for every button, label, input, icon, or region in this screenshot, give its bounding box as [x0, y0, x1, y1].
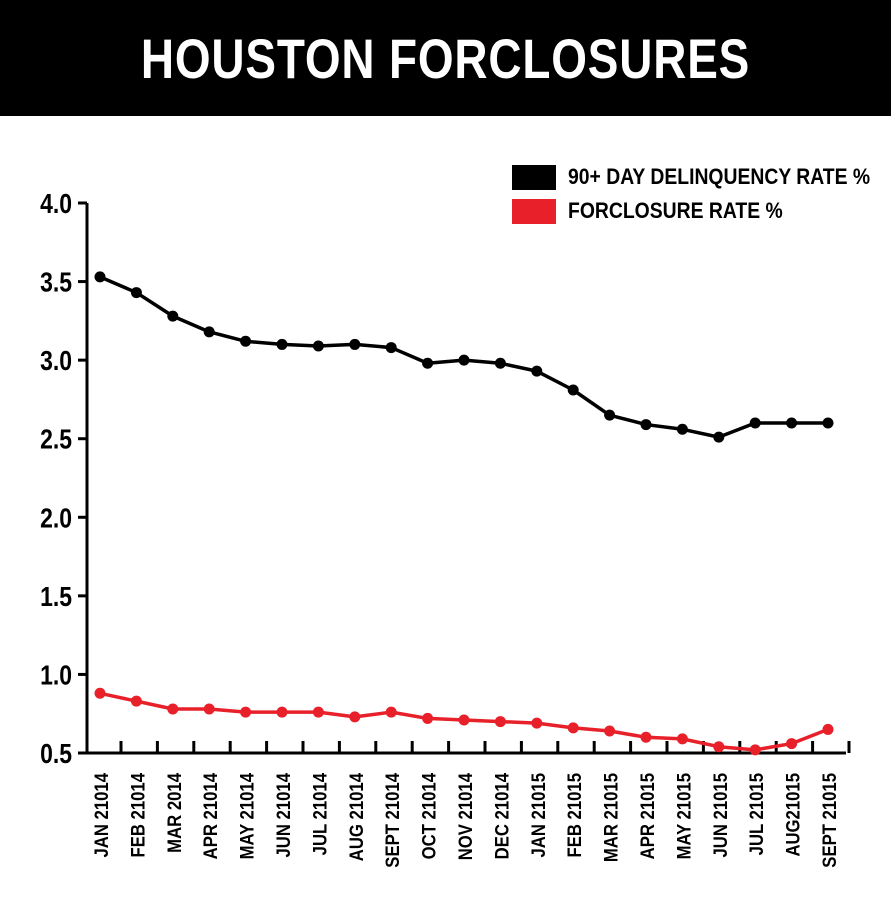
x-tick-label: SEPT 21015 [819, 773, 840, 868]
delinquency-data-point [385, 342, 397, 354]
delinquency-data-point [167, 310, 179, 322]
delinquency-data-point [531, 365, 543, 377]
delinquency-data-point [130, 287, 142, 299]
y-tick-label: 1.5 [40, 582, 72, 613]
x-tick-label: JUL 21015 [746, 773, 767, 855]
delinquency-data-point [458, 354, 470, 366]
legend-swatch-foreclosure [512, 198, 556, 224]
x-tick-label: OCT 21014 [419, 773, 440, 859]
delinquency-data-point [676, 423, 688, 435]
x-tick-label: SEPT 21014 [382, 773, 403, 868]
foreclosure-data-point [349, 711, 361, 723]
foreclosure-data-point [713, 741, 725, 753]
x-tick-label: APR 21015 [637, 773, 658, 859]
foreclosure-data-point [167, 703, 179, 715]
y-tick-label: 0.5 [40, 739, 72, 770]
delinquency-data-point [276, 338, 288, 350]
foreclosure-data-point [640, 731, 652, 743]
y-tick-label: 2.5 [40, 425, 72, 456]
x-tick-label: AUG 21014 [346, 773, 367, 861]
foreclosure-data-point [130, 695, 142, 707]
delinquency-data-point [713, 431, 725, 443]
legend-item-foreclosure: FORCLOSURE RATE % [512, 194, 891, 228]
delinquency-data-point [494, 357, 506, 369]
delinquency-data-point [640, 419, 652, 431]
x-tick-label: NOV 21014 [455, 773, 476, 860]
foreclosure-data-point [422, 712, 434, 724]
x-tick-label: JAN 21014 [91, 773, 112, 858]
delinquency-data-point [240, 335, 252, 347]
x-tick-label: MAY 21015 [673, 773, 694, 859]
y-tick-label: 2.0 [40, 503, 72, 534]
legend-swatch-delinquency [512, 164, 556, 190]
delinquency-data-point [422, 357, 434, 369]
delinquency-data-point [786, 417, 798, 429]
foreclosure-data-point [458, 714, 470, 726]
foreclosure-data-point [385, 706, 397, 718]
foreclosure-data-point [567, 722, 579, 734]
foreclosure-data-point [786, 738, 798, 750]
foreclosure-data-point [312, 706, 324, 718]
x-tick-label: JAN 21015 [528, 773, 549, 858]
x-tick-label: FEB 21014 [127, 773, 148, 858]
x-tick-label: JUN 21014 [273, 773, 294, 858]
foreclosure-data-point [94, 687, 106, 699]
delinquency-data-point [604, 409, 616, 421]
foreclosure-data-point [676, 733, 688, 745]
delinquency-data-point [749, 417, 761, 429]
delinquency-data-point [312, 340, 324, 352]
x-tick-label: FEB 21015 [564, 773, 585, 858]
x-tick-label: MAY 21014 [237, 773, 258, 859]
y-tick-label: 4.0 [40, 189, 72, 220]
legend-label-delinquency: 90+ DAY DELINQUENCY RATE % [568, 164, 871, 189]
x-tick-label: JUN 21015 [710, 773, 731, 858]
x-tick-label: DEC 21014 [491, 773, 512, 859]
x-tick-label: JUL 21014 [309, 773, 330, 855]
y-tick-label: 3.5 [40, 268, 72, 299]
y-tick-label: 3.0 [40, 346, 72, 377]
x-tick-label: MAR 2014 [164, 773, 185, 853]
x-tick-label: MAR 21015 [601, 773, 622, 862]
delinquency-data-point [349, 338, 361, 350]
x-tick-label: APR 21014 [200, 773, 221, 859]
foreclosure-data-point [203, 703, 215, 715]
y-tick-label: 1.0 [40, 660, 72, 691]
delinquency-data-point [203, 326, 215, 338]
foreclosure-data-point [822, 723, 834, 735]
delinquency-data-point [822, 417, 834, 429]
legend-label-foreclosure: FORCLOSURE RATE % [568, 198, 783, 223]
chart-title: HOUSTON FORCLOSURES [140, 26, 751, 90]
legend: 90+ DAY DELINQUENCY RATE % FORCLOSURE RA… [512, 160, 891, 228]
title-bar [0, 0, 891, 116]
foreclosure-data-point [749, 744, 761, 756]
delinquency-data-point [94, 271, 106, 283]
delinquency-data-point [567, 384, 579, 396]
foreclosure-data-point [494, 716, 506, 728]
foreclosure-data-point [240, 706, 252, 718]
legend-item-delinquency: 90+ DAY DELINQUENCY RATE % [512, 160, 891, 194]
foreclosure-data-point [276, 706, 288, 718]
foreclosure-data-point [604, 725, 616, 737]
x-tick-label: AUG21015 [783, 773, 804, 857]
foreclosure-data-point [531, 717, 543, 729]
